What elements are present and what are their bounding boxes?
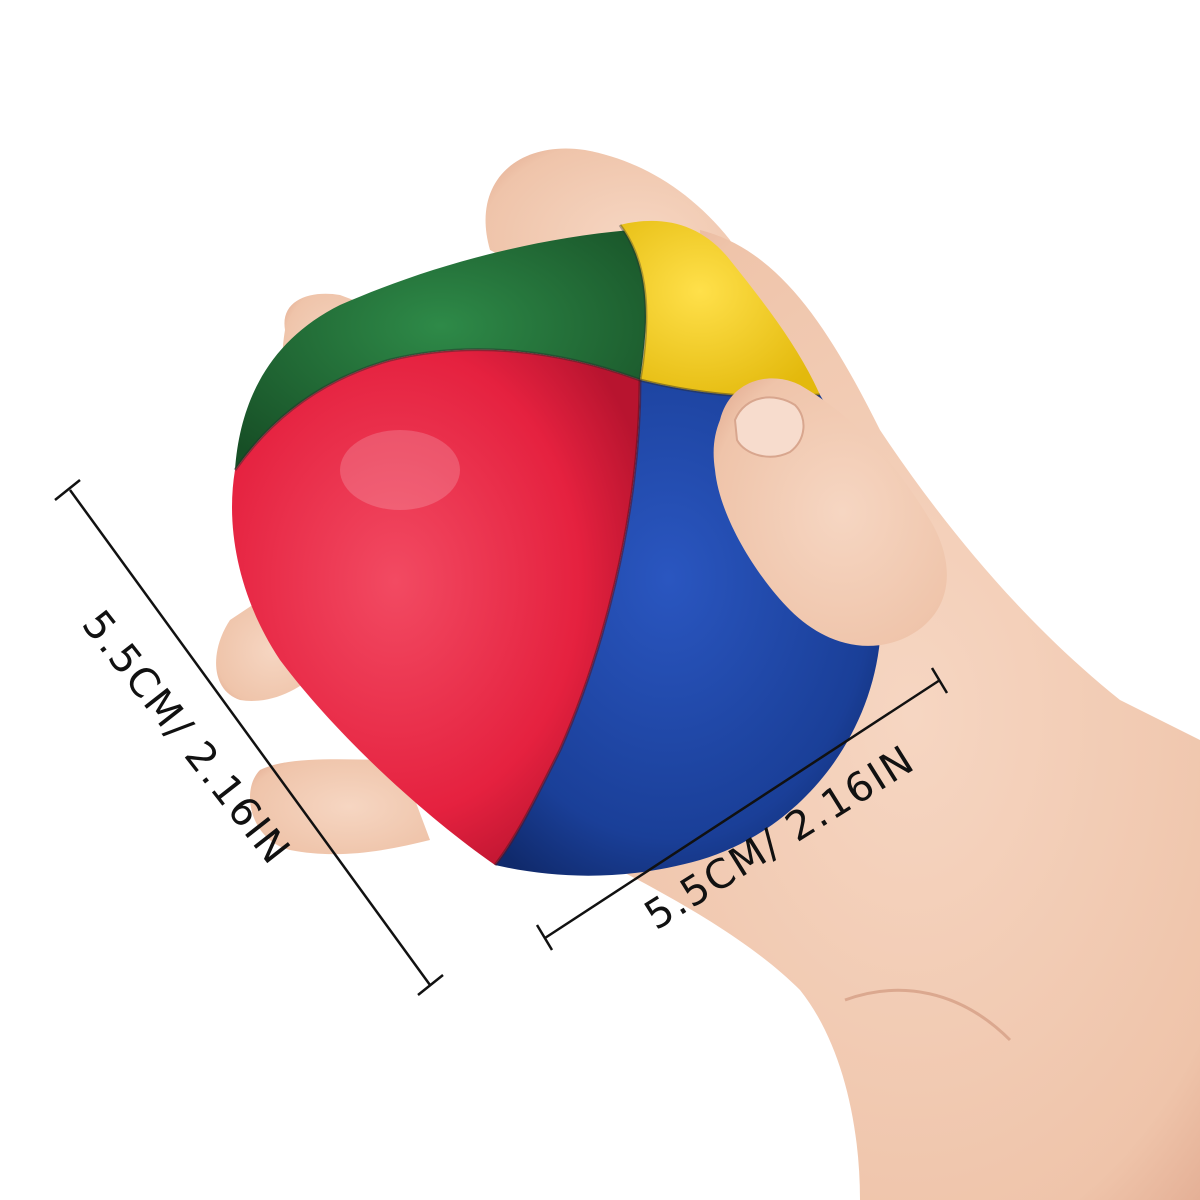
seam-vertical [493,379,642,866]
finger-lower-left [250,759,430,855]
ball-highlight [340,430,460,510]
yellow-panel [620,220,820,397]
wrist-crease [844,988,1012,1042]
red-panel [232,349,640,865]
green-panel [235,230,647,470]
seam-horizontal [233,348,821,471]
seam-top [618,224,648,381]
height-dimension-line [54,479,444,996]
thumbnail [733,396,805,458]
width-dimension-line [535,667,949,951]
